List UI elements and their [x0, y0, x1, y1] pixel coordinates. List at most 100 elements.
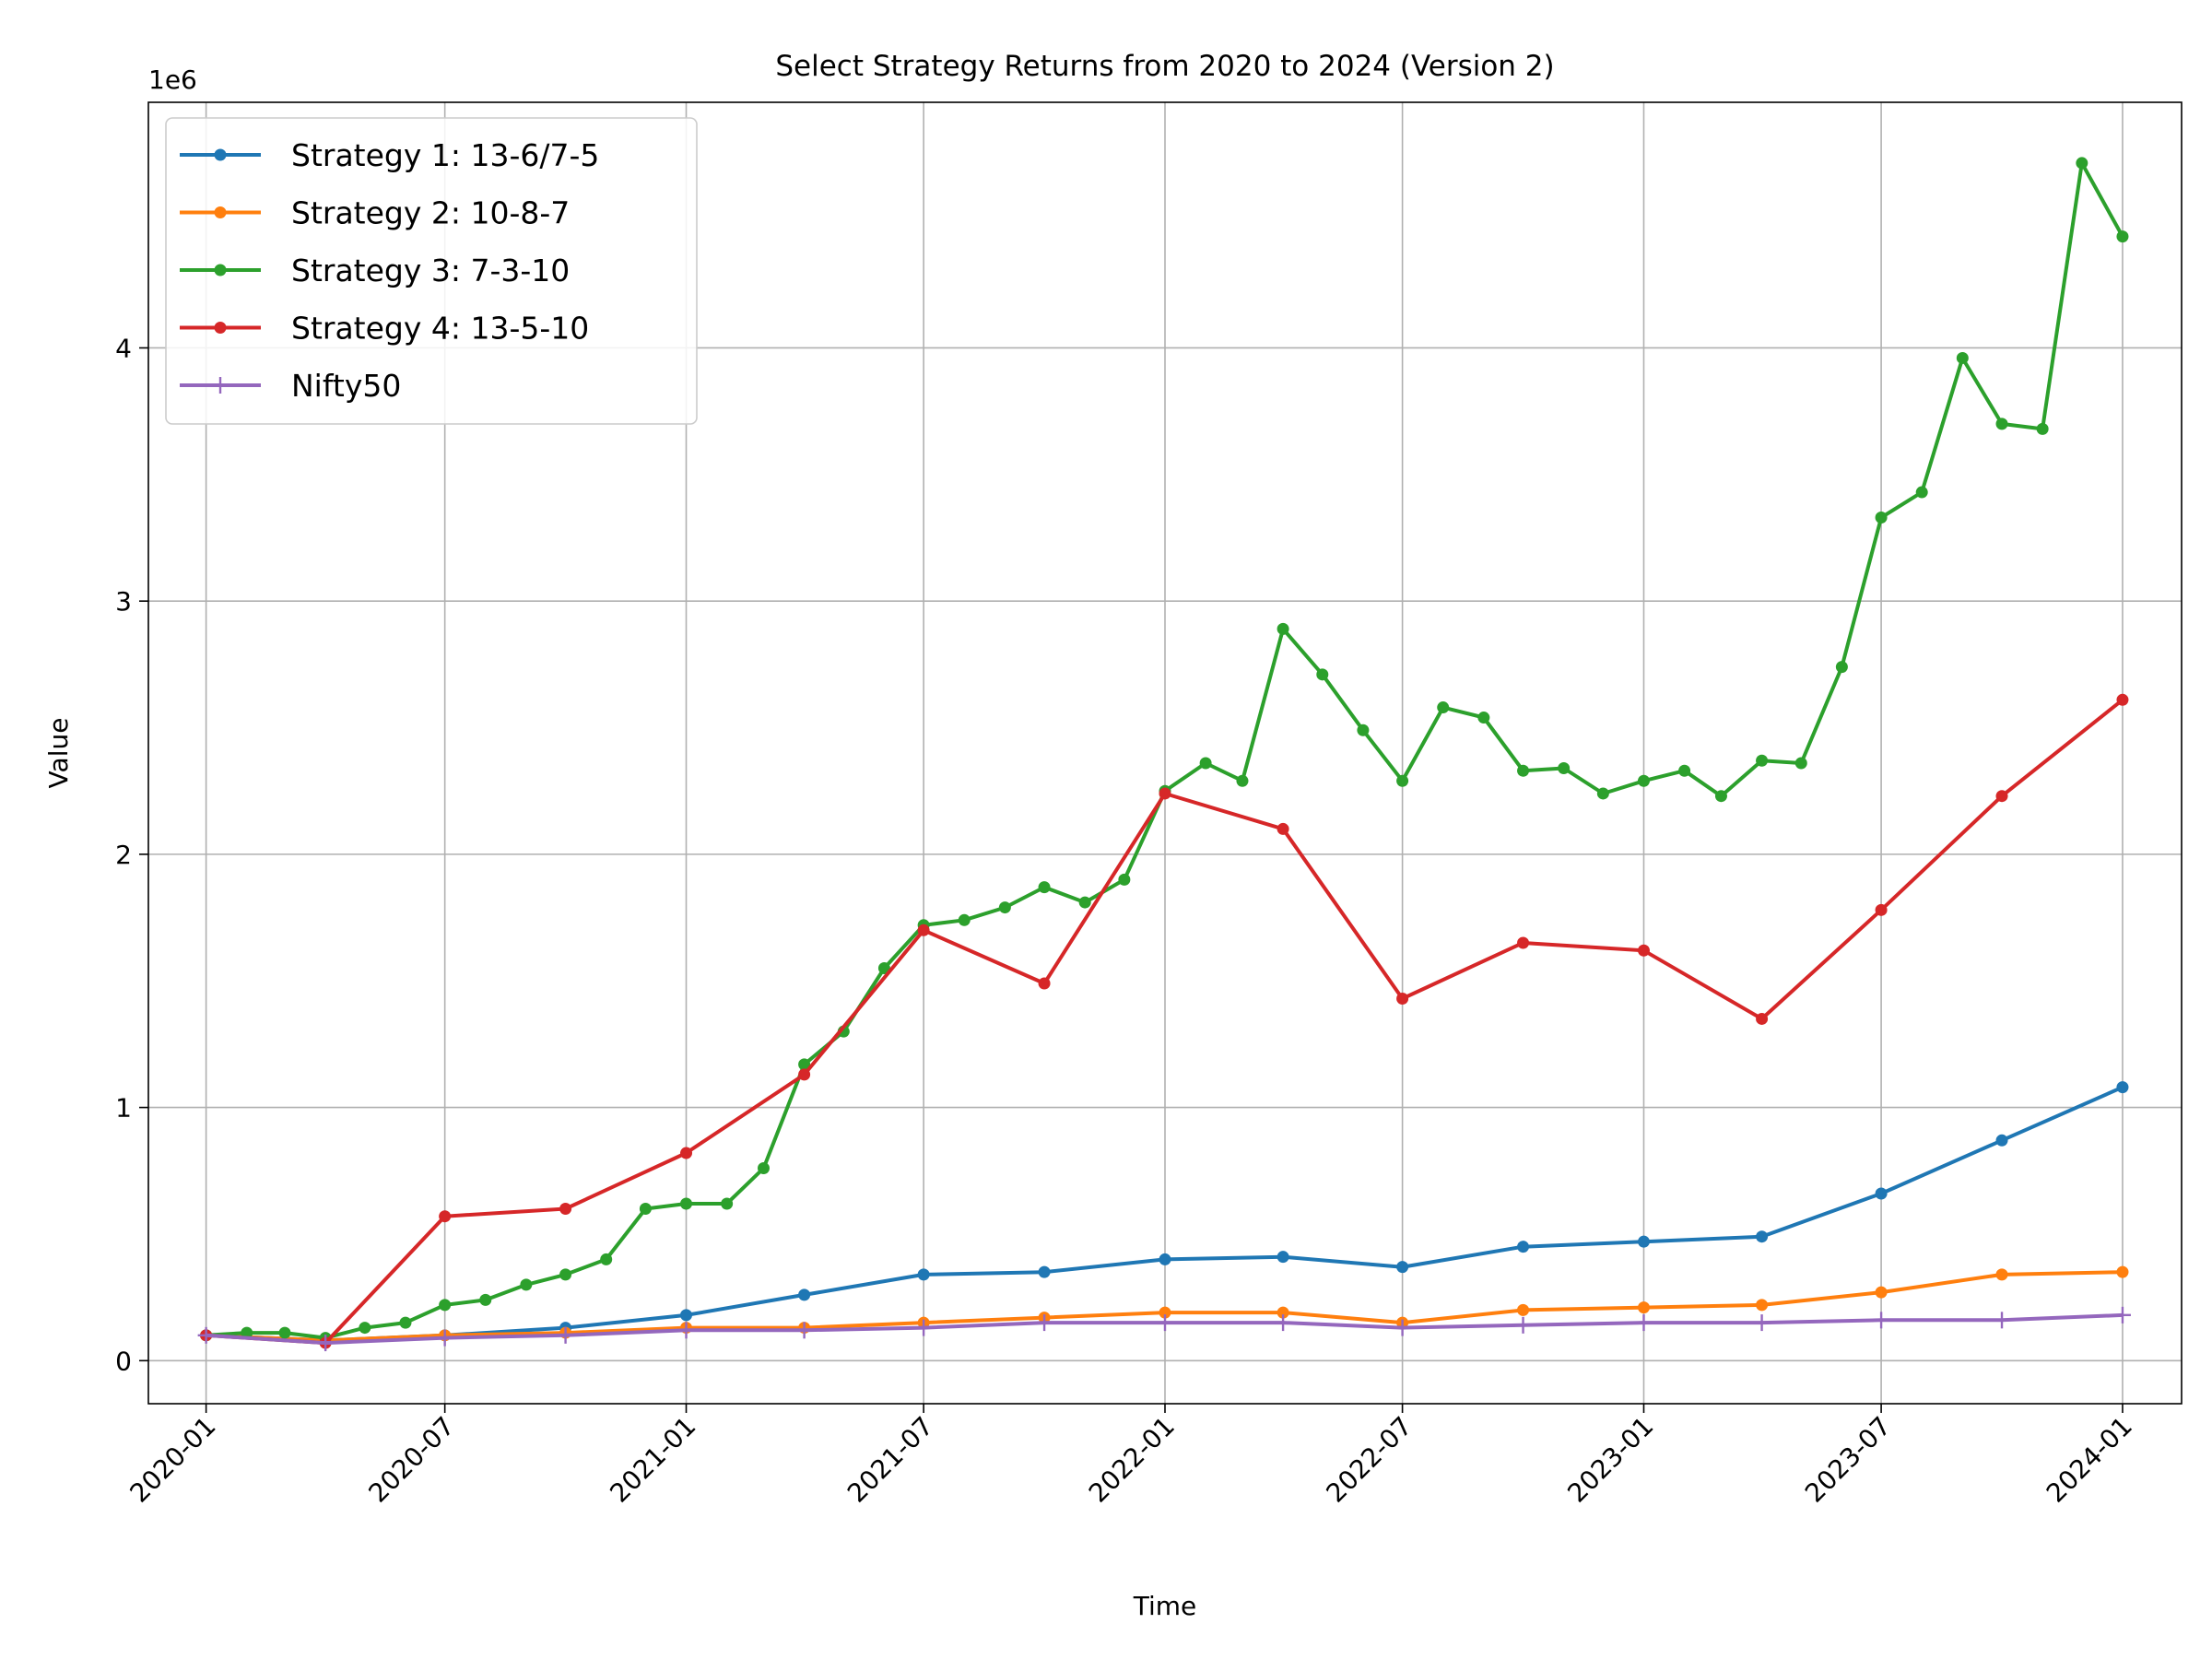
x-tick-label: 2021-01 [604, 1411, 701, 1509]
data-point [1159, 1253, 1171, 1265]
data-point [2116, 1265, 2129, 1278]
series-4 [200, 693, 2129, 1349]
data-point [1437, 701, 1450, 714]
data-point [721, 1197, 734, 1210]
data-point [2036, 422, 2049, 435]
data-point [680, 1147, 693, 1159]
grid-lines [148, 102, 2182, 1404]
data-point [1277, 822, 1289, 835]
x-tick-label: 2020-01 [124, 1411, 222, 1509]
data-point [557, 1326, 574, 1344]
series-layer [197, 157, 2131, 1352]
data-point [1236, 774, 1249, 787]
y-tick-label: 0 [115, 1346, 132, 1376]
legend-marker [214, 148, 227, 161]
data-point [1517, 936, 1530, 949]
data-point [1514, 1316, 1532, 1334]
data-point [439, 1299, 452, 1312]
series-5 [197, 1306, 2131, 1352]
data-point [1275, 1314, 1292, 1332]
data-point [1635, 1314, 1653, 1332]
legend-marker [214, 322, 227, 334]
data-point [1756, 1012, 1769, 1025]
y-tick-label: 4 [115, 333, 132, 363]
axis-ticks: 2020-01 2020-07 2021-01 2021-07 2022-01 2022-… [115, 333, 2138, 1508]
data-point [559, 1268, 572, 1281]
data-point [798, 1288, 811, 1301]
x-tick-label: 2022-01 [1083, 1411, 1181, 1509]
data-point [917, 1268, 930, 1281]
data-point [1357, 724, 1370, 736]
data-point [559, 1202, 572, 1215]
data-point [1396, 774, 1409, 787]
data-point [1394, 1319, 1411, 1336]
data-point [1994, 1312, 2011, 1329]
data-point [479, 1293, 492, 1306]
data-point [677, 1322, 695, 1339]
data-point [1517, 1241, 1530, 1253]
data-point [1753, 1314, 1771, 1332]
data-point [197, 1326, 215, 1344]
x-axis-label: Time [1133, 1591, 1197, 1621]
data-point [1678, 764, 1691, 777]
data-point [1118, 873, 1131, 886]
legend-label: Strategy 2: 10-8-7 [291, 195, 570, 231]
data-point [317, 1335, 335, 1352]
x-tick-label: 2023-07 [1799, 1411, 1897, 1509]
data-point [1038, 977, 1051, 990]
data-point [1517, 764, 1530, 777]
data-point [439, 1210, 452, 1223]
data-point [1995, 1134, 2008, 1147]
data-point [1277, 1306, 1289, 1319]
data-point [757, 1162, 770, 1175]
legend-label: Nifty50 [291, 368, 401, 404]
data-point [798, 1058, 811, 1071]
data-point [436, 1329, 453, 1347]
data-point [1277, 622, 1289, 635]
data-point [1078, 896, 1091, 909]
data-point [600, 1253, 613, 1265]
x-tick-label: 2023-01 [1561, 1411, 1659, 1509]
y-axis-label: Value [43, 718, 74, 789]
y-offset-label: 1e6 [148, 65, 197, 95]
data-point [680, 1197, 693, 1210]
data-point [1157, 1314, 1173, 1332]
data-point [1956, 351, 1969, 364]
data-point [1558, 761, 1571, 774]
data-point [278, 1326, 291, 1339]
data-point [877, 962, 890, 975]
legend-entry: Strategy 2: 10-8-7 [180, 195, 570, 231]
legend-frame [165, 117, 698, 425]
data-point [1637, 944, 1650, 957]
data-point [1995, 1268, 2008, 1281]
data-point [1875, 1187, 1888, 1200]
data-point [2116, 230, 2129, 243]
data-point [1396, 1261, 1409, 1274]
data-point [2113, 1306, 2131, 1324]
data-point [1875, 1286, 1888, 1299]
data-point [1875, 903, 1888, 916]
data-point [1756, 1230, 1769, 1243]
data-point [1159, 787, 1171, 800]
data-point [1277, 1251, 1289, 1264]
x-tick-label: 2021-07 [841, 1411, 939, 1509]
data-point [917, 924, 930, 936]
data-point [1637, 1301, 1650, 1314]
data-point [1316, 668, 1329, 681]
data-point [1637, 774, 1650, 787]
legend-entry: Strategy 1: 13-6/7-5 [180, 137, 599, 173]
data-point [680, 1309, 693, 1322]
data-point [795, 1322, 813, 1339]
data-point [1038, 881, 1051, 894]
x-tick-label: 2020-07 [363, 1411, 461, 1509]
y-tick-label: 1 [115, 1093, 132, 1124]
data-point [915, 1319, 933, 1336]
data-point [1199, 757, 1212, 770]
legend-entry: Strategy 3: 7-3-10 [180, 253, 570, 288]
data-point [1159, 1306, 1171, 1319]
data-point [1637, 1235, 1650, 1248]
data-point [1517, 1303, 1530, 1316]
data-point [998, 901, 1011, 914]
data-point [1875, 512, 1888, 524]
